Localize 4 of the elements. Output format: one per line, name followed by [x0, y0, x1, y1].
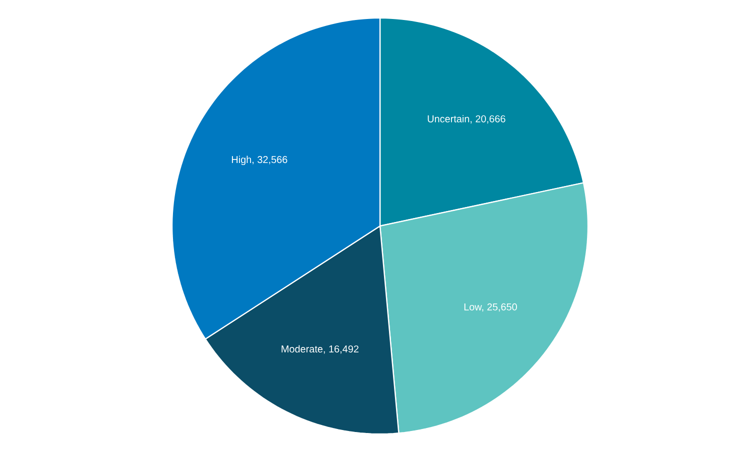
data-label: High, 32,566 [232, 156, 288, 166]
data-label: Uncertain, 20,666 [428, 115, 506, 124]
data-label: Low, 25,650 [464, 303, 517, 312]
data-label: Moderate, 16,492 [282, 345, 358, 354]
